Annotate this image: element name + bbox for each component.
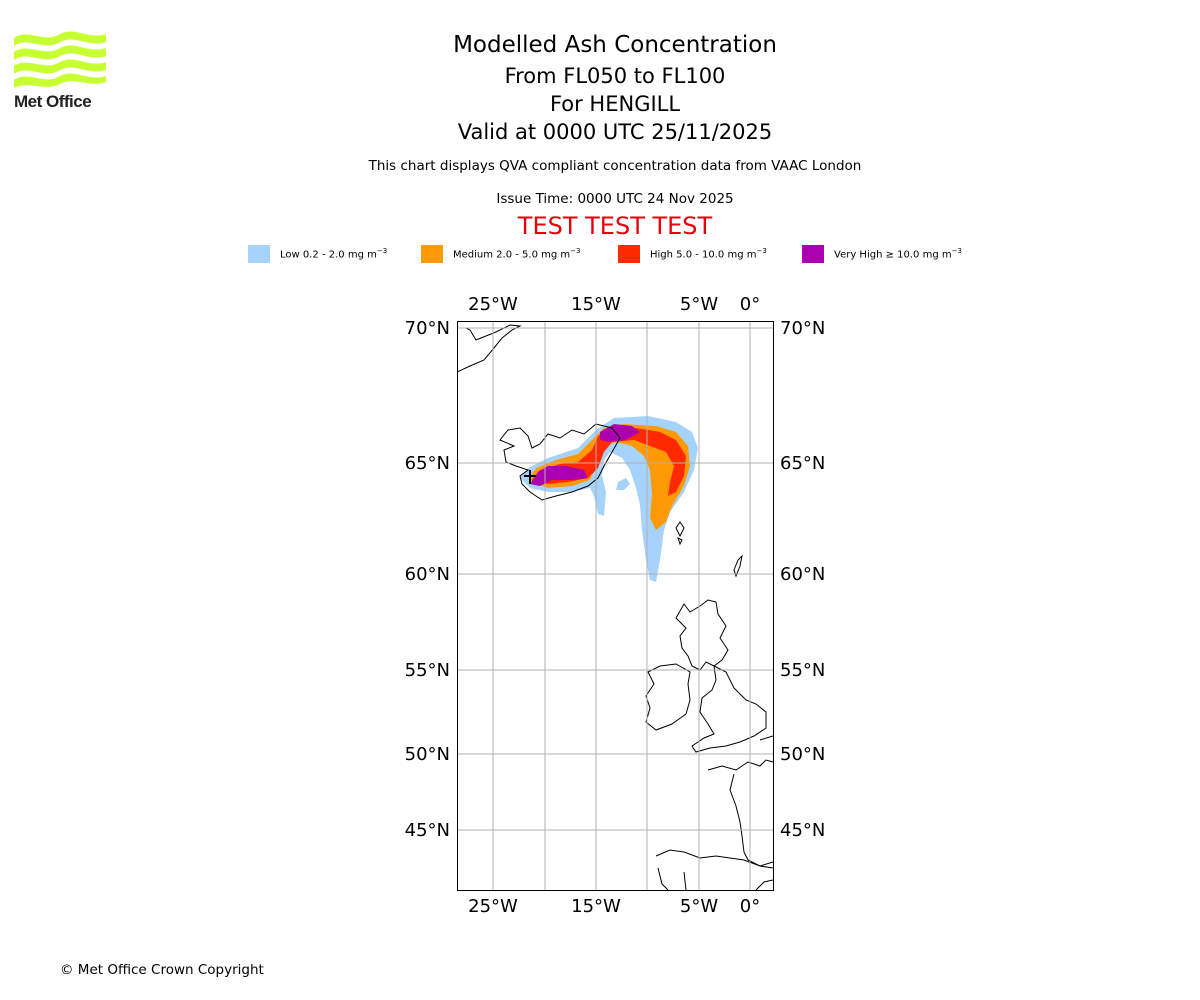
england-coast [691, 665, 767, 753]
greenland-coast [457, 324, 522, 373]
legend-exp-low: −3 [376, 247, 388, 256]
lon-tick-top-5w: 5°W [680, 294, 718, 315]
legend-label-very-high: Very High ≥ 10.0 mg m [834, 249, 952, 261]
test-banner: TEST TEST TEST [517, 212, 713, 240]
legend-item-low: Low 0.2 - 2.0 mg m−3 [248, 244, 387, 264]
lat-tick-left-65n: 65°N [405, 453, 450, 474]
lat-tick-right-60n: 60°N [780, 564, 825, 585]
issue-time: Issue Time: 0000 UTC 24 Nov 2025 [496, 191, 734, 207]
legend-swatch-medium [421, 245, 443, 263]
lat-tick-left-50n: 50°N [405, 744, 450, 765]
lat-tick-right-70n: 70°N [780, 318, 825, 339]
lat-tick-right-65n: 65°N [780, 453, 825, 474]
france-coast [707, 735, 773, 869]
lon-tick-bottom-25w: 25°W [468, 896, 518, 917]
volcano-marker [524, 470, 536, 484]
shetland-coast [733, 554, 743, 578]
ash-very-high-region [530, 424, 640, 486]
iceland-coast [499, 423, 621, 501]
legend-item-high: High 5.0 - 10.0 mg m−3 [618, 244, 767, 264]
legend-label-medium: Medium 2.0 - 5.0 mg m [453, 249, 571, 261]
chart-title-block: Modelled Ash Concentration From FL050 to… [0, 28, 1200, 146]
scotland-coast [675, 599, 729, 671]
legend-exp-medium: −3 [570, 247, 581, 256]
chart-title: Modelled Ash Concentration [453, 32, 777, 58]
met-office-logo: Met Office [14, 30, 106, 112]
logo-text: Met Office [14, 92, 92, 111]
volcano-name: For HENGILL [549, 92, 681, 116]
legend-item-very-high: Very High ≥ 10.0 mg m−3 [802, 244, 962, 264]
legend-exp-very-high: −3 [951, 247, 962, 256]
copyright-notice: © Met Office Crown Copyright [60, 962, 264, 978]
legend-swatch-very-high [802, 245, 824, 263]
faroe-coast [675, 521, 685, 546]
legend-swatch-low [248, 245, 270, 263]
chart-description: This chart displays QVA compliant concen… [368, 158, 862, 174]
lat-tick-right-45n: 45°N [780, 820, 825, 841]
legend-item-medium: Medium 2.0 - 5.0 mg m−3 [421, 244, 580, 264]
iberia-coast [655, 849, 773, 890]
legend-label-high: High 5.0 - 10.0 mg m [650, 249, 757, 261]
lon-tick-top-0: 0° [740, 294, 760, 315]
legend-swatch-high [618, 245, 640, 263]
lat-tick-right-55n: 55°N [780, 660, 825, 681]
lon-tick-bottom-5w: 5°W [680, 896, 718, 917]
lat-tick-right-50n: 50°N [780, 744, 825, 765]
legend-exp-high: −3 [756, 247, 767, 256]
lat-tick-left-55n: 55°N [405, 660, 450, 681]
lon-tick-top-25w: 25°W [468, 294, 518, 315]
lon-tick-top-15w: 15°W [571, 294, 621, 315]
graticule [457, 321, 773, 890]
lon-tick-bottom-15w: 15°W [571, 896, 621, 917]
legend-label-low: Low 0.2 - 2.0 mg m [280, 249, 377, 261]
map-frame [457, 321, 774, 891]
flight-levels: From FL050 to FL100 [504, 64, 726, 88]
ireland-coast [645, 663, 691, 731]
ash-medium-region [528, 424, 690, 530]
lat-tick-left-70n: 70°N [405, 318, 450, 339]
lat-tick-left-45n: 45°N [405, 820, 450, 841]
lat-tick-left-60n: 60°N [405, 564, 450, 585]
valid-time: Valid at 0000 UTC 25/11/2025 [457, 120, 773, 144]
met-office-waves-icon [14, 31, 106, 88]
lon-tick-bottom-0: 0° [740, 896, 760, 917]
